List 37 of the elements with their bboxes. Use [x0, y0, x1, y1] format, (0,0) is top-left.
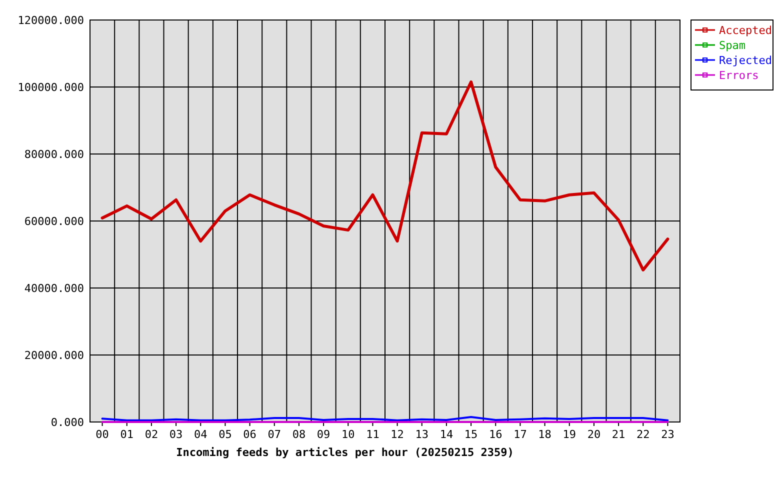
y-tick-label: 20000.000 — [24, 348, 84, 362]
y-tick-label: 120000.000 — [18, 14, 84, 27]
x-tick-label: 01 — [120, 428, 134, 441]
y-tick-label: 40000.000 — [24, 282, 84, 295]
y-tick-label: 60000.000 — [24, 214, 84, 228]
y-tick-label: 100000.000 — [18, 80, 84, 94]
x-tick-label: 10 — [342, 428, 355, 441]
x-tick-label: 13 — [415, 428, 428, 441]
x-tick-label: 06 — [243, 428, 256, 441]
x-tick-label: 12 — [390, 428, 404, 441]
x-tick-label: 14 — [440, 428, 454, 441]
x-tick-label: 22 — [636, 428, 650, 441]
x-tick-label: 11 — [366, 428, 380, 441]
x-tick-label: 16 — [489, 428, 502, 441]
line-series — [100, 80, 670, 272]
x-tick-label: 03 — [169, 428, 183, 441]
x-tick-label: 05 — [218, 428, 232, 441]
x-tick-label: 15 — [464, 428, 478, 441]
x-tick-label: 09 — [316, 428, 330, 441]
x-tick-label: 08 — [292, 428, 306, 441]
y-tick-label: 80000.000 — [24, 148, 84, 161]
legend-label: Rejected — [719, 54, 772, 67]
x-tick-label: 18 — [538, 428, 552, 441]
x-tick-label: 17 — [514, 428, 527, 441]
x-tick-label: 21 — [612, 428, 626, 441]
x-axis-title: Incoming feeds by articles per hour (20250215 2359) — [176, 446, 514, 459]
legend-label: Spam — [719, 39, 746, 52]
x-tick-label: 19 — [562, 428, 576, 441]
x-tick-label: 04 — [194, 428, 208, 441]
y-tick-label: 0.000 — [50, 416, 84, 429]
x-tick-label: 07 — [268, 428, 281, 441]
legend-label: Accepted — [719, 24, 772, 37]
x-tick-label: 00 — [96, 428, 109, 441]
x-tick-label: 23 — [661, 428, 674, 441]
x-tick-label: 20 — [587, 428, 601, 441]
legend-label: Errors — [719, 69, 759, 82]
x-tick-label: 02 — [144, 428, 158, 441]
